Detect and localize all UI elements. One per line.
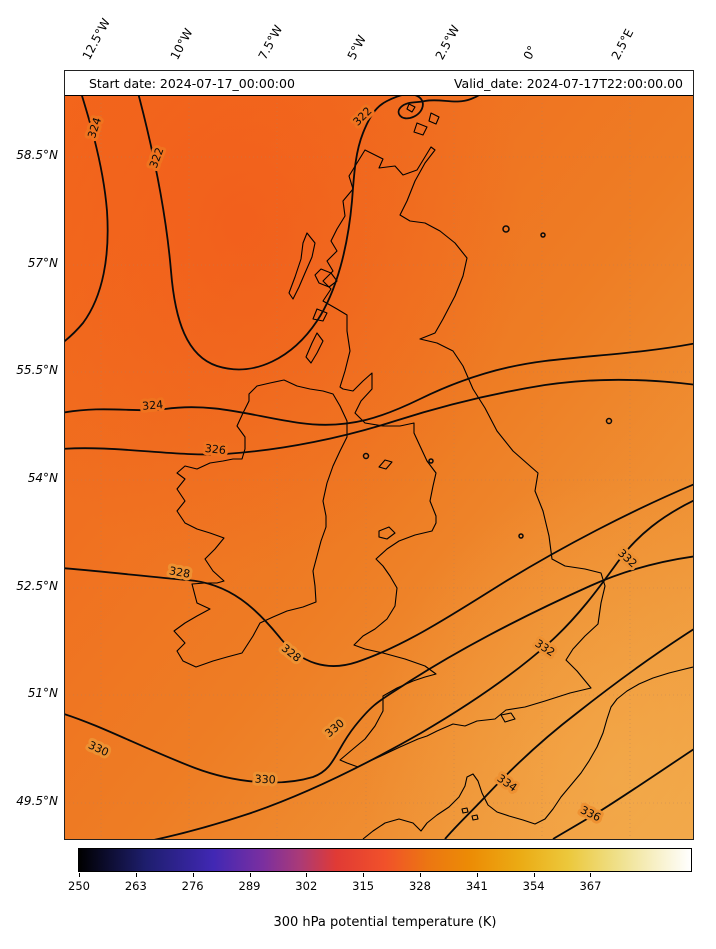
coastline-outer-hebrides [288, 232, 316, 300]
contour-speck [362, 452, 370, 460]
lat-tick-label: 52.5°N [16, 579, 58, 593]
lat-tick-label: 55.5°N [16, 363, 58, 377]
lat-tick-label: 58.5°N [16, 148, 58, 162]
contour-328 [65, 483, 693, 667]
contour-326 [65, 378, 693, 456]
colorbar: 250 263 276 289 302 315 328 341 354 367 [68, 848, 692, 893]
colorbar-gradient [79, 849, 691, 871]
field-warm-anomaly-se [65, 71, 693, 839]
colorbar-tick-label: 315 [352, 879, 375, 893]
colorbar-tick-label: 354 [522, 879, 545, 893]
coastline-skye [314, 268, 338, 288]
contour-label: 330 [254, 772, 276, 786]
lon-tick-label: 7.5°W [255, 22, 286, 62]
lon-tick-label: 2.5°W [432, 22, 463, 62]
start-date-text: Start date: 2024-07-17_00:00:00 [89, 75, 295, 91]
coastline-ireland [173, 379, 348, 668]
coastline-isle-of-man [378, 459, 393, 470]
colorbar-tick-label: 263 [124, 879, 147, 893]
valid-date-text: Valid_date: 2024-07-17T22:00:00.00 [453, 75, 683, 91]
coastline-channel-islands [461, 807, 479, 821]
lat-tick-label: 57°N [27, 256, 58, 270]
contour-330 [65, 555, 693, 784]
contour-322 [131, 71, 503, 371]
colorbar-tick [476, 873, 478, 877]
colorbar-tick [590, 873, 592, 877]
colorbar-tick [533, 873, 535, 877]
colorbar-tick [306, 873, 308, 877]
colorbar-tick [249, 873, 251, 877]
colorbar-tick [135, 873, 137, 877]
lon-tick-label: 12.5°W [79, 16, 113, 63]
contour-speck [502, 225, 510, 233]
lon-tick-label: 0° [520, 43, 540, 62]
colorbar-tick [79, 873, 80, 877]
coastlines [173, 103, 693, 839]
contour-speck [540, 232, 546, 238]
colorbar-tick [419, 873, 421, 877]
colorbar-tick-label: 328 [408, 879, 431, 893]
map-svg: 324 322 322 324 326 328 328 330 330 330 … [65, 71, 693, 839]
colorbar-tick-label: 250 [68, 879, 90, 893]
colorbar-tick-label: 341 [465, 879, 488, 893]
lon-tick-label: 10°W [167, 26, 196, 62]
contour-336 [552, 748, 693, 839]
coastline-great-britain [322, 146, 606, 768]
coastline-orkney [406, 103, 440, 136]
contour-label: 326 [204, 442, 226, 457]
colorbar-tick-label: 302 [295, 879, 318, 893]
colorbar-tick [192, 873, 194, 877]
map-area: 324 322 322 324 326 328 328 330 330 330 … [64, 70, 694, 840]
contour-324-northwest [65, 71, 109, 343]
contour-speck [605, 417, 613, 425]
colorbar-tick-label: 289 [238, 879, 261, 893]
contour-324-main [65, 342, 693, 426]
lat-tick-label: 49.5°N [16, 794, 58, 808]
colorbar-tick [363, 873, 365, 877]
contour-334 [444, 628, 693, 839]
contour-label: 324 [142, 398, 164, 413]
colorbar-tick-label: 367 [579, 879, 602, 893]
lat-tick-label: 51°N [27, 686, 58, 700]
lat-tick-label: 54°N [27, 471, 58, 485]
coastline-france-channel [362, 666, 693, 839]
coastline-anglesey [378, 526, 396, 540]
coastline-isle-of-wight [500, 712, 516, 723]
contour-speck [428, 458, 434, 464]
contour-332 [154, 499, 693, 839]
lon-tick-label: 2.5°E [608, 26, 637, 62]
header-bar: Start date: 2024-07-17_00:00:00 Valid_da… [65, 71, 693, 96]
contour-lines [65, 71, 693, 839]
lon-tick-label: 5°W [344, 32, 369, 62]
colorbar-tick-label: 276 [181, 879, 204, 893]
contour-speck [518, 533, 524, 539]
coastline-islay-jura [305, 332, 324, 364]
colorbar-title: 300 hPa potential temperature (K) [273, 915, 497, 930]
